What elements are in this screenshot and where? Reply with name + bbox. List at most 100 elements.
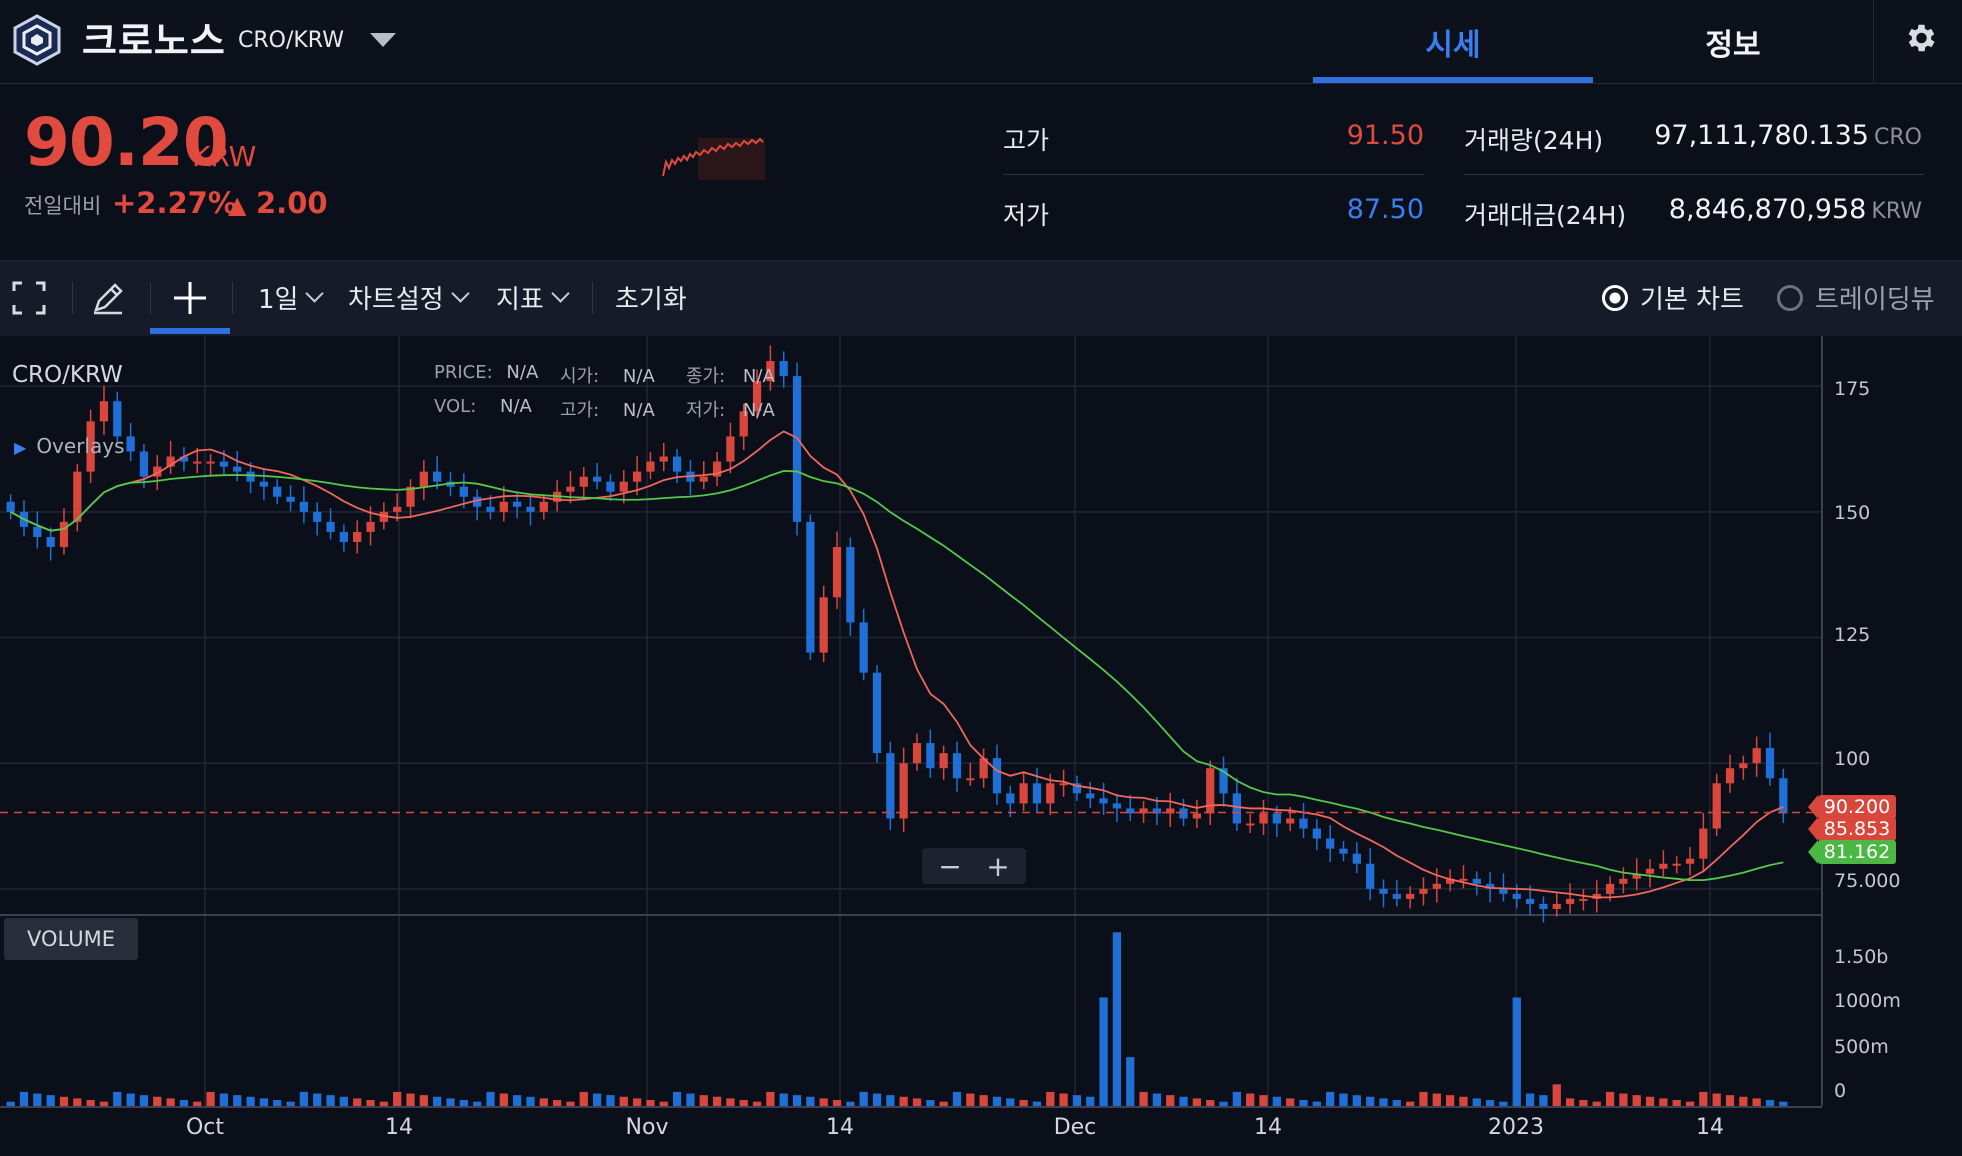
volume-bar: [33, 1093, 42, 1106]
volume-bar: [206, 1091, 215, 1106]
legend-open: 시가: N/A: [560, 362, 655, 388]
legend-key: 시가:: [560, 366, 600, 387]
indicators-menu[interactable]: 지표: [496, 260, 570, 335]
divider: [150, 282, 151, 314]
candle-body: [1552, 903, 1561, 909]
interval-select[interactable]: 1일: [258, 260, 325, 335]
basic-chart-label: 기본 차트: [1640, 285, 1744, 315]
fullscreen-icon[interactable]: [12, 281, 46, 315]
price-chart[interactable]: [0, 336, 1962, 1156]
volume-bar: [1432, 1093, 1441, 1106]
volume-bar: [1406, 1101, 1415, 1106]
volume-bar: [912, 1098, 922, 1106]
candle-body: [313, 511, 322, 522]
volume-bar: [273, 1100, 282, 1106]
volume-bar: [1326, 1091, 1335, 1106]
candle-body: [952, 753, 962, 779]
candle-body: [1046, 783, 1055, 804]
zoom-out-button[interactable]: −: [938, 849, 962, 883]
candle-body: [752, 381, 762, 412]
candle-body: [153, 466, 162, 477]
candle-body: [1592, 893, 1601, 899]
candle-body: [779, 361, 788, 377]
divider: [1873, 0, 1874, 83]
volume-bar: [792, 1095, 802, 1106]
candle-body: [113, 401, 122, 437]
volume-bar: [846, 1101, 855, 1106]
volume-bar: [726, 1098, 735, 1106]
tab-info[interactable]: 정보: [1705, 27, 1761, 63]
candle-body: [926, 743, 935, 769]
candle-body: [1366, 863, 1375, 889]
coin-dropdown-icon[interactable]: [370, 33, 396, 47]
volume-bar: [659, 1101, 668, 1106]
chart-settings-menu[interactable]: 차트설정: [348, 260, 470, 335]
candle-body: [1339, 848, 1348, 854]
volume-bar: [619, 1096, 628, 1106]
volume-bar: [1419, 1091, 1428, 1106]
chart-area[interactable]: [0, 336, 1962, 1156]
candle-body: [912, 743, 922, 764]
legend-key: PRICE:: [434, 362, 493, 383]
crosshair-tool[interactable]: [150, 262, 230, 334]
volume-bar: [819, 1098, 828, 1106]
candle-body: [659, 456, 668, 462]
candle-body: [606, 481, 615, 492]
candle-body: [1512, 893, 1521, 899]
volume-bar: [126, 1093, 135, 1106]
candle-body: [726, 436, 735, 462]
volume-bar: [952, 1091, 962, 1106]
amount-24h-unit: KRW: [1871, 199, 1922, 224]
volume-tick-label: 1.50b: [1834, 946, 1889, 968]
candle-body: [579, 476, 588, 487]
volume-bar: [779, 1093, 788, 1106]
reset-button[interactable]: 초기화: [615, 285, 687, 315]
candle-body: [193, 461, 202, 464]
ma-long-tag: 81.162: [1808, 840, 1896, 864]
volume-bar: [1086, 1096, 1095, 1106]
candle-body: [1779, 778, 1788, 814]
zoom-in-button[interactable]: +: [986, 849, 1010, 883]
basic-chart-option[interactable]: 기본 차트: [1602, 260, 1744, 335]
volume-bar: [73, 1098, 82, 1106]
candle-body: [1765, 748, 1775, 779]
y-tick-label: 175: [1834, 378, 1871, 400]
tradingview-option[interactable]: 트레이딩뷰: [1777, 260, 1935, 335]
overlays-toggle[interactable]: ▶ Overlays: [14, 434, 125, 458]
candle-body: [1312, 828, 1321, 839]
indicators-label: 지표: [496, 285, 544, 315]
candle-body: [233, 466, 242, 472]
candle-body: [1392, 893, 1401, 899]
tab-price[interactable]: 시세: [1425, 27, 1481, 63]
volume-tick-label: 0: [1834, 1080, 1847, 1102]
volume-bar: [1179, 1096, 1188, 1106]
legend-low: 저가: N/A: [686, 396, 775, 422]
legend-key: 종가:: [686, 366, 726, 387]
volume-bar: [499, 1093, 508, 1106]
candle-body: [819, 597, 828, 653]
candle-body: [592, 476, 602, 482]
volume-bar: [686, 1093, 695, 1106]
volume-bar: [1259, 1095, 1268, 1106]
candle-body: [353, 531, 362, 542]
tradingview-label: 트레이딩뷰: [1815, 285, 1935, 315]
candle-body: [1006, 793, 1015, 804]
candle-body: [1565, 898, 1575, 904]
candle-body: [1432, 883, 1441, 889]
volume-bar: [486, 1091, 495, 1106]
volume-bar: [1659, 1098, 1668, 1106]
gear-icon[interactable]: [1902, 20, 1938, 56]
volume-bar: [99, 1101, 109, 1106]
volume-bar: [699, 1095, 708, 1106]
candle-body: [6, 501, 15, 512]
candle-body: [206, 461, 215, 464]
candle-body: [1459, 878, 1468, 881]
divider: [232, 282, 233, 314]
volume-bar: [1126, 1057, 1135, 1106]
pencil-icon[interactable]: [90, 280, 126, 316]
legend-price: PRICE: N/A: [434, 362, 538, 383]
volume-bar: [19, 1091, 29, 1106]
volume-bar: [1312, 1101, 1321, 1106]
volume-24h-unit: CRO: [1874, 125, 1922, 150]
volume-bar: [1046, 1091, 1055, 1106]
